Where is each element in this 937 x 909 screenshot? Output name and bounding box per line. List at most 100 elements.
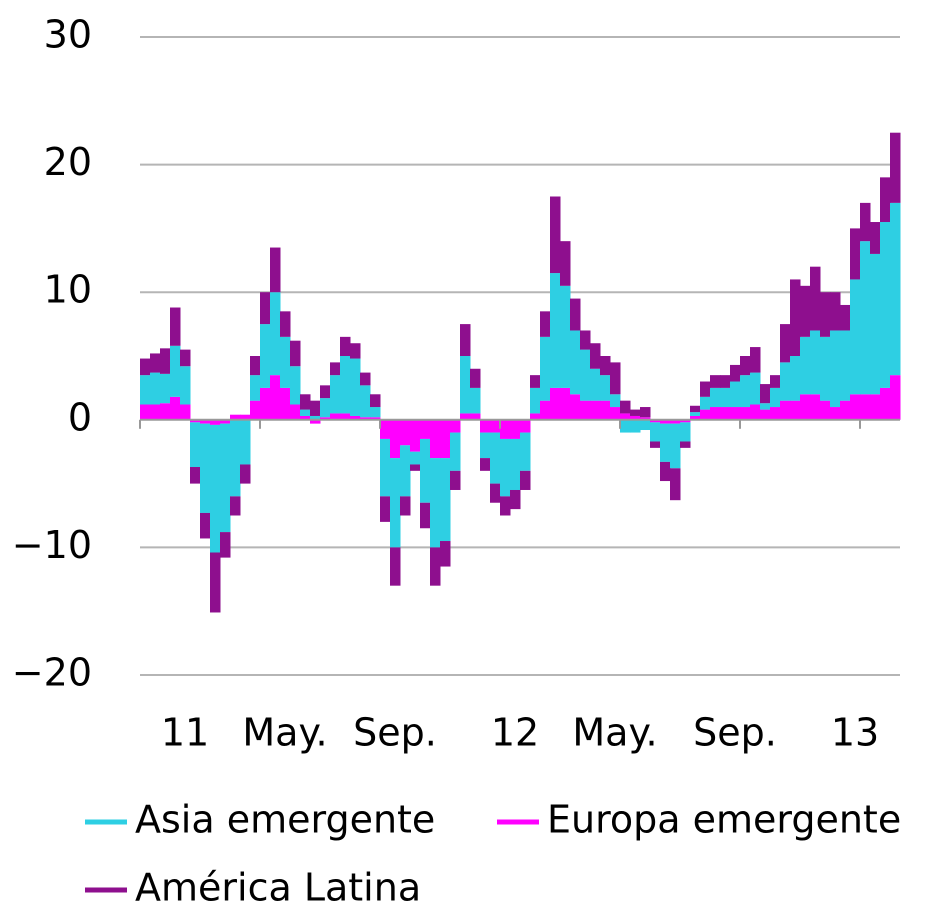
bar-segment bbox=[540, 400, 551, 420]
bar-segment bbox=[330, 362, 341, 376]
bar-segment bbox=[370, 417, 381, 420]
bar-segment bbox=[210, 419, 221, 425]
bar-segment bbox=[720, 387, 731, 408]
bar-segment bbox=[470, 368, 481, 388]
bar-segment bbox=[180, 349, 191, 367]
bar-segment bbox=[630, 415, 641, 420]
bar-segment bbox=[740, 407, 751, 420]
bar-segment bbox=[830, 407, 841, 420]
bar-segment bbox=[840, 400, 851, 420]
bar-segment bbox=[410, 419, 421, 452]
bar-segment bbox=[680, 419, 691, 423]
bar-segment bbox=[630, 409, 641, 416]
bar-segment bbox=[460, 413, 471, 420]
bar-segment bbox=[440, 541, 451, 567]
bar-segment bbox=[770, 375, 781, 388]
y-tick-label: −10 bbox=[12, 523, 92, 567]
bar-segment bbox=[540, 336, 551, 401]
bar-segment bbox=[200, 423, 211, 513]
bar-segment bbox=[350, 358, 361, 416]
bar-segment bbox=[520, 432, 531, 471]
bar-segment bbox=[340, 356, 351, 414]
bar-segment bbox=[480, 458, 491, 471]
bar-segment bbox=[550, 196, 561, 274]
bar-segment bbox=[180, 366, 191, 405]
bar-segment bbox=[570, 394, 581, 420]
bar-segment bbox=[250, 356, 261, 376]
bar-segment bbox=[370, 394, 381, 408]
y-tick-label: −20 bbox=[12, 651, 92, 695]
bar-segment bbox=[830, 330, 841, 408]
bar-segment bbox=[800, 285, 811, 337]
bar-segment bbox=[320, 398, 331, 418]
bar-segment bbox=[500, 438, 511, 497]
bar-segment bbox=[870, 222, 881, 254]
bar-segment bbox=[420, 419, 431, 439]
bar-segment bbox=[670, 419, 681, 424]
bar-segment bbox=[500, 496, 511, 516]
y-tick-label: 0 bbox=[68, 395, 92, 439]
bar-segment bbox=[760, 384, 771, 404]
bar-segment bbox=[330, 375, 341, 414]
bar-segment bbox=[780, 400, 791, 420]
bar-segment bbox=[560, 285, 571, 388]
bar-segment bbox=[140, 404, 151, 420]
bar-segment bbox=[390, 419, 401, 459]
bar-segment bbox=[760, 409, 771, 420]
bar-segment bbox=[680, 422, 691, 442]
bar-segment bbox=[260, 324, 271, 388]
bar-segment bbox=[250, 400, 261, 420]
bar-segment bbox=[660, 419, 671, 424]
bar-segment bbox=[600, 375, 611, 401]
bar-segment bbox=[290, 404, 301, 420]
bar-segment bbox=[160, 403, 171, 420]
bar-segment bbox=[720, 375, 731, 388]
bar-segment bbox=[230, 496, 241, 516]
bar-segment bbox=[330, 413, 341, 420]
bar-segment bbox=[880, 177, 891, 223]
bar-segment bbox=[440, 419, 451, 459]
legend-label: Europa emergente bbox=[547, 798, 901, 842]
bar-segment bbox=[770, 407, 781, 420]
y-tick-label: 20 bbox=[44, 140, 92, 184]
bar-segment bbox=[580, 330, 591, 350]
bar-segment bbox=[160, 348, 171, 374]
bar-segment bbox=[810, 330, 821, 395]
bar-segment bbox=[870, 394, 881, 420]
bar-segment bbox=[870, 253, 881, 395]
bar-segment bbox=[320, 385, 331, 399]
bar-segment bbox=[840, 304, 851, 331]
bar-segment bbox=[750, 347, 761, 373]
bar-segment bbox=[340, 336, 351, 356]
bar-segment bbox=[520, 419, 531, 433]
bar-segment bbox=[140, 358, 151, 376]
bar-segment bbox=[590, 343, 601, 369]
bar-segment bbox=[500, 419, 511, 439]
bar-segment bbox=[270, 375, 281, 420]
bar-segment bbox=[610, 407, 621, 420]
bar-segment bbox=[670, 468, 681, 501]
bar-segment bbox=[510, 489, 521, 510]
bar-segment bbox=[520, 470, 531, 490]
bar-segment bbox=[580, 400, 591, 420]
bar-segment bbox=[640, 417, 651, 420]
bar-segment bbox=[860, 202, 871, 242]
bar-segment bbox=[450, 419, 461, 433]
bar-segment bbox=[730, 381, 741, 408]
bar-segment bbox=[890, 132, 901, 203]
bar-segment bbox=[260, 387, 271, 420]
x-tick-label: 13 bbox=[831, 711, 879, 755]
bar-segment bbox=[410, 451, 421, 465]
bar-segment bbox=[640, 407, 651, 418]
bar-segment bbox=[730, 364, 741, 382]
bar-segment bbox=[430, 547, 441, 586]
bar-segment bbox=[140, 375, 151, 405]
bar-segment bbox=[350, 343, 361, 359]
bar-segment bbox=[300, 409, 311, 416]
bar-segment bbox=[450, 432, 461, 471]
bar-segment bbox=[730, 407, 741, 420]
bar-segment bbox=[360, 372, 371, 386]
bar-segment bbox=[690, 405, 701, 413]
bar-segment bbox=[190, 467, 201, 484]
bar-segment bbox=[760, 403, 771, 410]
